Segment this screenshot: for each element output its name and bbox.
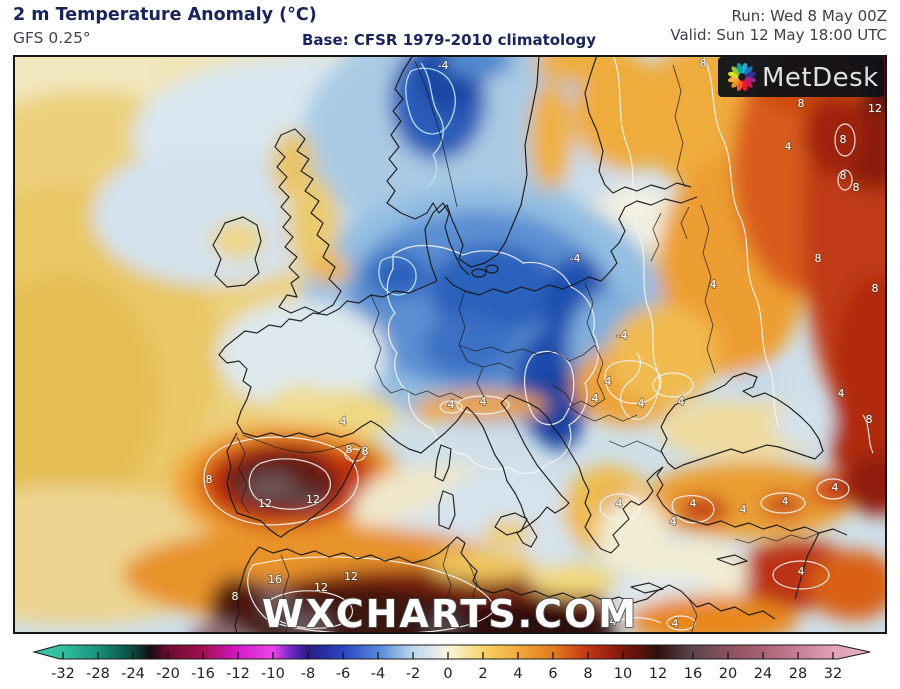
- contour-label: -4: [570, 252, 581, 265]
- colorbar-tick-label: -28: [86, 666, 110, 682]
- colorbar-tick-label: -20: [156, 666, 180, 682]
- contour-lines: [203, 55, 874, 634]
- contour-label: 4: [670, 515, 677, 528]
- contour-label: 8: [866, 413, 873, 426]
- contour-label: 4: [678, 395, 685, 408]
- contour-label: 4: [838, 387, 845, 400]
- logo-ray: [745, 71, 757, 78]
- contour-label: 12: [868, 102, 882, 115]
- colorbar-tick-label: 24: [754, 666, 772, 682]
- contour-label: 12: [306, 493, 320, 506]
- contour-label: 8: [815, 252, 822, 265]
- contour-label: 12: [344, 570, 358, 583]
- contour-label: 8: [346, 443, 353, 456]
- colorbar-tick-label: 16: [684, 666, 702, 682]
- colorbar-tick-label: -16: [191, 666, 215, 682]
- logo-ray: [736, 62, 743, 74]
- contour-label: 4: [672, 617, 679, 630]
- map-frame: [13, 55, 887, 634]
- logo-ray: [744, 79, 753, 88]
- contour-label: 16: [268, 573, 282, 586]
- colorbar-tick-label: -32: [51, 666, 75, 682]
- colorbar-tick-label: -10: [261, 666, 285, 682]
- contour-label: 4: [480, 395, 487, 408]
- contour-label: 8: [853, 181, 860, 194]
- contour-label: 4: [448, 398, 455, 411]
- colorbar: -32 -28 -24 -20 -16 -12 -10 -8 -6 -4 -2 0 2 4 6 8 10 12 16…: [32, 644, 871, 682]
- contour-label: -4: [438, 59, 449, 72]
- contour-label: 4: [616, 497, 623, 510]
- metdesk-starburst-icon: [727, 62, 757, 92]
- contour-label: 4: [610, 615, 617, 628]
- contour-label: 4: [690, 497, 697, 510]
- colorbar-tick-label: 2: [478, 666, 487, 682]
- contour-label: 4: [740, 503, 747, 516]
- contour-label: 8: [872, 282, 879, 295]
- contour-label: 4: [710, 278, 717, 291]
- contour-label: 8: [700, 57, 707, 70]
- valid-time-label: Valid: Sun 12 May 18:00 UTC: [670, 26, 887, 44]
- logo-background: [718, 57, 884, 97]
- coastlines: [212, 55, 848, 634]
- contour-label: 4: [340, 415, 347, 428]
- run-time-label: Run: Wed 8 May 00Z: [731, 7, 887, 25]
- contour-label: 12: [314, 581, 328, 594]
- contour-label: 8: [798, 97, 805, 110]
- contour-label: 8: [206, 473, 213, 486]
- page-title: 2 m Temperature Anomaly (°C): [13, 5, 317, 25]
- colorbar-tick-label: 32: [824, 666, 842, 682]
- contour-label: 4: [605, 375, 612, 388]
- watermark-text: WXCHARTS.COM: [262, 592, 638, 634]
- colorbar-tick-label: 20: [719, 666, 737, 682]
- contour-label: 8: [840, 169, 847, 182]
- contour-label: 12: [258, 497, 272, 510]
- colorbar-tick-label: -24: [121, 666, 145, 682]
- contour-label: 8: [232, 590, 239, 603]
- contour-label: 8: [362, 445, 369, 458]
- colorbar-tick-label: 28: [789, 666, 807, 682]
- colorbar-tick-label: 10: [614, 666, 632, 682]
- contour-label: 4: [592, 392, 599, 405]
- model-label: GFS 0.25°: [13, 29, 91, 47]
- contour-label: -4: [617, 329, 628, 342]
- colorbar-tick-labels: -32 -28 -24 -20 -16 -12 -10 -8 -6 -4 -2 0 2 4 6 8 10 12 16…: [51, 666, 842, 682]
- logo-text: MetDesk: [762, 63, 879, 93]
- colorbar-tick-label: 0: [443, 666, 452, 682]
- cyan-contours: [378, 62, 456, 296]
- colorbar-tick-label: -2: [406, 666, 420, 682]
- colorbar-tick-label: -12: [226, 666, 250, 682]
- colorbar-tick-label: -8: [301, 666, 315, 682]
- colorbar-gradient-bar: [32, 644, 871, 660]
- colorbar-tick-label: 4: [513, 666, 522, 682]
- contour-label: 4: [798, 565, 805, 578]
- climatology-base-label: Base: CFSR 1979-2010 climatology: [302, 31, 597, 49]
- contour-label: 4: [785, 140, 792, 153]
- colorbar-tick-label: 8: [583, 666, 592, 682]
- logo-ray: [731, 66, 740, 75]
- contour-label: 4: [638, 397, 645, 410]
- country-borders: [236, 60, 820, 634]
- logo-ray: [744, 66, 753, 75]
- contour-label: 4: [782, 495, 789, 508]
- metdesk-logo: MetDesk: [718, 57, 884, 97]
- logo-ray: [741, 80, 748, 92]
- colorbar-tick-label: 12: [649, 666, 667, 682]
- colorbar-tick-label: 6: [548, 666, 557, 682]
- contour-label: 8: [840, 133, 847, 146]
- logo-ray: [727, 76, 739, 83]
- colorbar-ticks: [62, 652, 834, 659]
- colorbar-tick-label: -6: [336, 666, 350, 682]
- anomaly-field: [13, 55, 887, 634]
- logo-ray: [731, 79, 740, 88]
- contour-label: 4: [832, 481, 839, 494]
- colorbar-tick-label: -4: [371, 666, 385, 682]
